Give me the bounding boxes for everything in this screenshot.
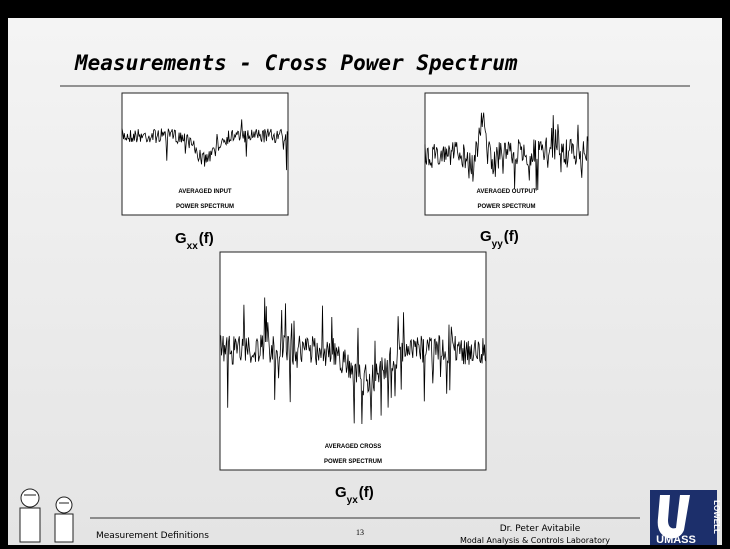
logo: UMASS LOWELL [650,490,721,546]
label-suffix: (f) [199,230,214,247]
caption-line: AVERAGED CROSS [325,444,382,450]
label-symbol: G [175,230,187,247]
footer-author: Dr. Peter Avitabile [500,524,581,534]
label-suffix: (f) [504,228,519,245]
logo-main: UMASS [656,534,696,546]
plot-box [121,92,289,216]
label-subscript: yy [492,239,504,250]
trace [121,119,289,171]
label-subscript: xx [187,241,199,252]
logo-side: LOWELL [712,500,721,534]
label-symbol: G [480,228,492,245]
slide-title: Measurements - Cross Power Spectrum [74,51,518,75]
trace [424,112,589,191]
plot-box [219,251,487,471]
label-suffix: (f) [359,484,374,501]
label-symbol: G [335,484,347,501]
page-number: 13 [356,528,364,537]
footer-left: Measurement Definitions [96,531,209,541]
caption-line: AVERAGED INPUT [178,189,232,195]
footer-lab: Modal Analysis & Controls Laboratory [460,536,610,545]
caption-line: POWER SPECTRUM [324,459,382,465]
caption-line: POWER SPECTRUM [176,204,234,210]
label-subscript: yx [347,495,359,506]
caption-line: POWER SPECTRUM [477,204,535,210]
trace [219,297,487,425]
cartoon [19,488,74,543]
caption-line: AVERAGED OUTPUT [477,189,537,195]
